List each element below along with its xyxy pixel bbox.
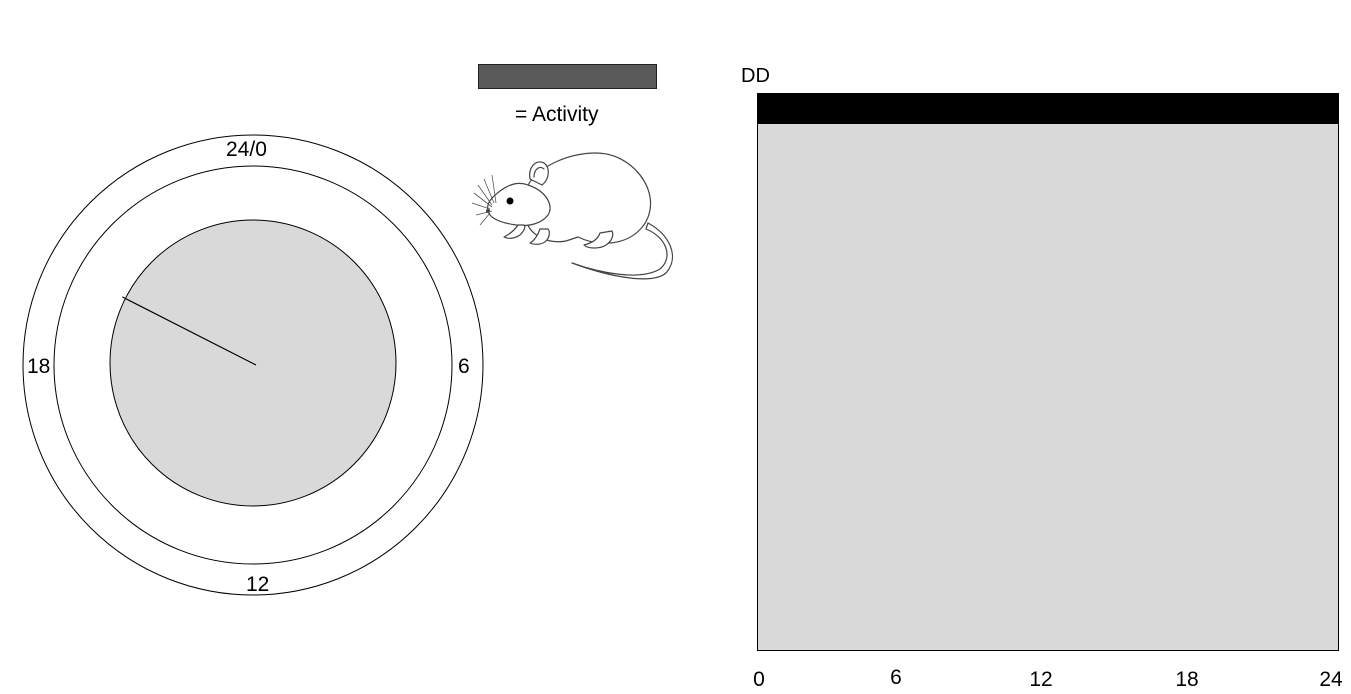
clock-hand bbox=[122, 296, 257, 366]
x-tick-12: 12 bbox=[1029, 668, 1053, 691]
mouse-icon bbox=[471, 152, 674, 280]
circadian-clock bbox=[22, 134, 484, 596]
clock-label-18: 18 bbox=[27, 355, 51, 378]
condition-label: DD bbox=[741, 65, 770, 87]
clock-label-6: 6 bbox=[458, 355, 470, 378]
activity-legend-swatch bbox=[478, 64, 657, 89]
clock-label-24-0: 24/0 bbox=[226, 138, 267, 161]
activity-legend-label: = Activity bbox=[515, 103, 599, 126]
x-tick-6: 6 bbox=[890, 666, 902, 689]
actogram-panel bbox=[757, 93, 1339, 651]
clock-label-12: 12 bbox=[246, 573, 270, 596]
x-tick-18: 18 bbox=[1175, 668, 1199, 691]
activity-bar bbox=[758, 94, 1338, 124]
x-tick-24: 24 bbox=[1319, 668, 1343, 691]
x-tick-0: 0 bbox=[753, 668, 765, 691]
